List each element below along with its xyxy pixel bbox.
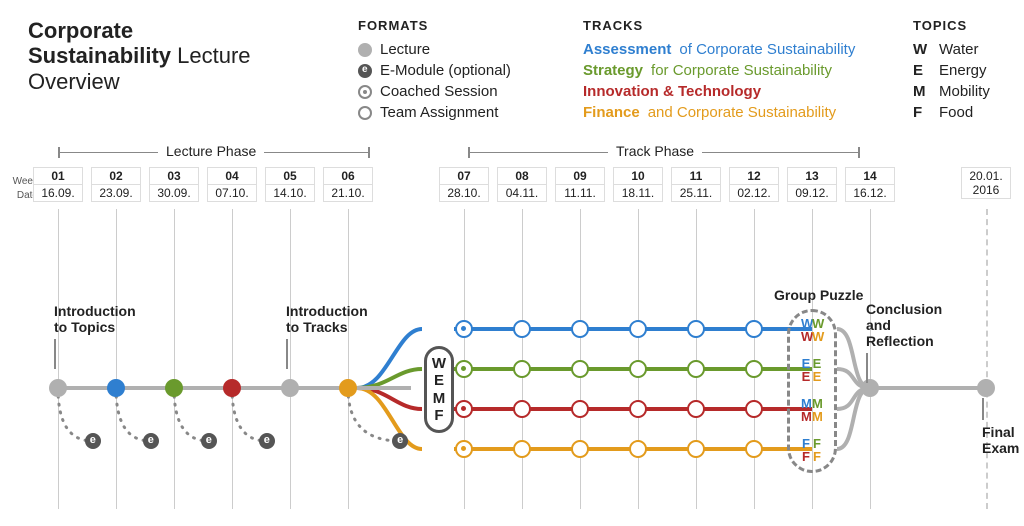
- team-node: [745, 400, 763, 418]
- team-node: [745, 440, 763, 458]
- formats-heading: FORMATS: [358, 18, 553, 33]
- team-node: [513, 320, 531, 338]
- emodule-node: e: [259, 433, 275, 449]
- lecture-node: [339, 379, 357, 397]
- puzzle-row: WWWW: [787, 317, 837, 343]
- format-item: E-Module (optional): [380, 62, 511, 79]
- team-node: [513, 400, 531, 418]
- emodule-node: e: [143, 433, 159, 449]
- lecture-icon: [358, 43, 372, 57]
- team-node: [629, 440, 647, 458]
- legend-tracks: TRACKS Assessment of Corporate Sustainab…: [583, 18, 883, 125]
- coached-icon: [358, 85, 372, 99]
- final-exam-node: [977, 379, 995, 397]
- emodule-node: e: [85, 433, 101, 449]
- team-node: [629, 320, 647, 338]
- lecture-node: [223, 379, 241, 397]
- header: Corporate Sustainability Lecture Overvie…: [28, 18, 1006, 125]
- lecture-node: [49, 379, 67, 397]
- track-item: Assessment of Corporate Sustainability: [583, 41, 883, 58]
- format-item: Lecture: [380, 41, 430, 58]
- team-node: [513, 440, 531, 458]
- format-item: Coached Session: [380, 83, 498, 100]
- track-item: Finance and Corporate Sustainability: [583, 104, 883, 121]
- team-node: [513, 360, 531, 378]
- conclusion-label: ConclusionandReflection: [866, 301, 942, 383]
- coached-node: [455, 400, 473, 418]
- team-node: [745, 320, 763, 338]
- team-node: [571, 320, 589, 338]
- team-node: [629, 400, 647, 418]
- wemf-box: WEMF: [424, 346, 454, 433]
- coached-node: [455, 360, 473, 378]
- topic-item: MMobility: [913, 83, 990, 100]
- team-node: [687, 360, 705, 378]
- title-b1: Corporate: [28, 18, 133, 43]
- legend-topics: TOPICS WWater EEnergy MMobility FFood: [913, 18, 990, 125]
- page: Corporate Sustainability Lecture Overvie…: [0, 0, 1024, 513]
- topic-item: FFood: [913, 104, 990, 121]
- emodule-icon: [358, 64, 372, 78]
- coached-node: [455, 440, 473, 458]
- topics-heading: TOPICS: [913, 18, 990, 33]
- title-l3: Overview: [28, 69, 120, 94]
- lecture-node: [165, 379, 183, 397]
- team-icon: [358, 106, 372, 120]
- topic-item: EEnergy: [913, 62, 990, 79]
- annotation: Introductionto Topics: [54, 303, 136, 369]
- timeline-diagram: Week Date Lecture PhaseTrack Phase0116.0…: [28, 143, 1006, 513]
- team-node: [571, 360, 589, 378]
- lecture-node: [281, 379, 299, 397]
- puzzle-row: EEEE: [787, 357, 837, 383]
- legend-formats: FORMATS Lecture E-Module (optional) Coac…: [358, 18, 553, 125]
- team-node: [571, 440, 589, 458]
- team-node: [745, 360, 763, 378]
- team-node: [687, 440, 705, 458]
- final-exam-label: FinalExam: [982, 398, 1019, 456]
- page-title: Corporate Sustainability Lecture Overvie…: [28, 18, 328, 94]
- puzzle-row: FFFF: [787, 437, 837, 463]
- track-item: Innovation & Technology: [583, 83, 883, 100]
- emodule-node: e: [201, 433, 217, 449]
- team-node: [571, 400, 589, 418]
- tracks-heading: TRACKS: [583, 18, 883, 33]
- title-l2: Lecture: [171, 43, 251, 68]
- format-item: Team Assignment: [380, 104, 498, 121]
- title-b2: Sustainability: [28, 43, 171, 68]
- topic-item: WWater: [913, 41, 990, 58]
- team-node: [687, 320, 705, 338]
- coached-node: [455, 320, 473, 338]
- puzzle-row: MMMM: [787, 397, 837, 423]
- lecture-node: [107, 379, 125, 397]
- team-node: [687, 400, 705, 418]
- annotation: Introductionto Tracks: [286, 303, 368, 369]
- track-item: Strategy for Corporate Sustainability: [583, 62, 883, 79]
- team-node: [629, 360, 647, 378]
